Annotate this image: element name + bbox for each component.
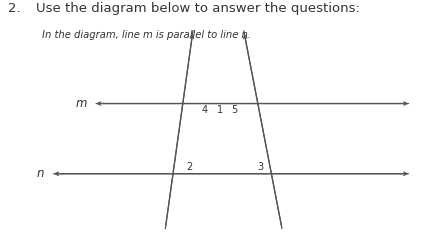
Text: m: m (75, 97, 87, 110)
Text: 2.: 2. (8, 2, 20, 15)
Text: 5: 5 (231, 105, 237, 115)
Text: 2: 2 (186, 162, 192, 172)
Text: 3: 3 (258, 162, 264, 172)
Text: Use the diagram below to answer the questions:: Use the diagram below to answer the ques… (36, 2, 360, 15)
Text: 1: 1 (218, 105, 223, 115)
Text: n: n (37, 167, 45, 180)
Text: 4: 4 (202, 105, 208, 115)
Text: In the diagram, line m is parallel to line n.: In the diagram, line m is parallel to li… (42, 30, 251, 40)
